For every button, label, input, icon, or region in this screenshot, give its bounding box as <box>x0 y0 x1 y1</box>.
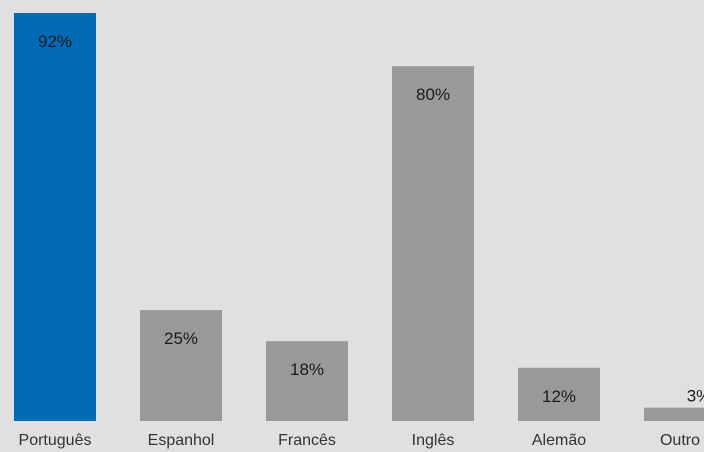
value-label: 25% <box>164 329 198 348</box>
value-label: 3% <box>687 387 704 406</box>
bar-português <box>14 13 96 421</box>
value-label: 80% <box>416 85 450 104</box>
bar-outro <box>644 407 704 421</box>
bar-francês <box>266 341 348 421</box>
value-label: 18% <box>290 360 324 379</box>
category-labels-layer: Português Espanhol Francês Inglês Alemão Outr… <box>19 432 701 449</box>
category-label: Outro <box>660 432 700 449</box>
value-label: 12% <box>542 387 576 406</box>
category-label: Espanhol <box>148 432 215 449</box>
value-labels-layer: 92% 25% 18% 80% 12% 3% <box>38 32 704 406</box>
bars-layer <box>14 13 704 421</box>
category-label: Inglês <box>412 432 455 449</box>
value-label: 92% <box>38 32 72 51</box>
category-label: Alemão <box>532 432 586 449</box>
bar-alemão <box>518 367 600 421</box>
bar-espanhol <box>140 310 222 421</box>
category-label: Português <box>19 432 92 449</box>
bar-inglês <box>392 66 474 421</box>
category-label: Francês <box>278 432 336 449</box>
